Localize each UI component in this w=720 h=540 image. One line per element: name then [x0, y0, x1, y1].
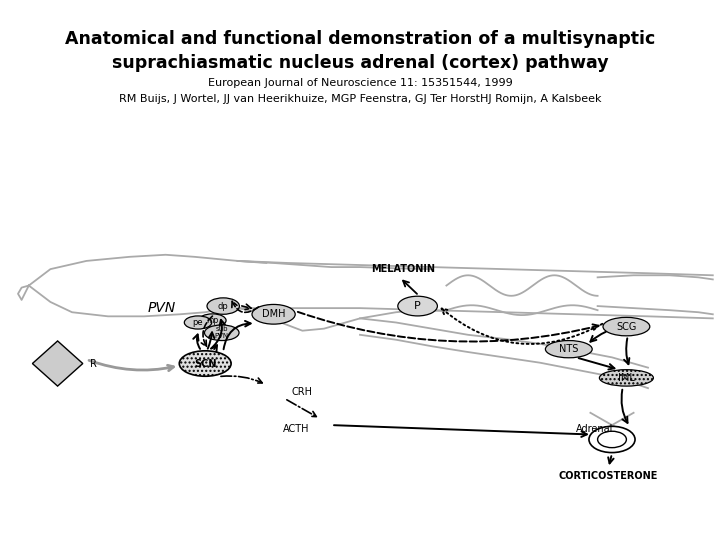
Text: CORTICOSTERONE: CORTICOSTERONE: [559, 471, 658, 481]
Text: sub
PVN: sub PVN: [215, 326, 229, 339]
Ellipse shape: [252, 305, 295, 324]
Ellipse shape: [546, 341, 593, 358]
Ellipse shape: [204, 325, 239, 341]
Polygon shape: [32, 341, 83, 386]
Ellipse shape: [603, 318, 649, 336]
Text: DMH: DMH: [262, 309, 285, 319]
Text: suprachiasmatic nucleus adrenal (cortex) pathway: suprachiasmatic nucleus adrenal (cortex)…: [112, 54, 608, 72]
Text: dp: dp: [218, 301, 228, 310]
Text: Adrenal: Adrenal: [576, 424, 613, 434]
Ellipse shape: [207, 298, 239, 314]
Text: ACTH: ACTH: [283, 424, 310, 434]
Text: RM Buijs, J Wortel, JJ van Heerikhuize, MGP Feenstra, GJ Ter Horst​HJ Romijn, A : RM Buijs, J Wortel, JJ van Heerikhuize, …: [119, 94, 601, 105]
Text: Anatomical and functional demonstration of a multisynaptic: Anatomical and functional demonstration …: [65, 30, 655, 48]
Text: R: R: [90, 359, 97, 368]
Text: mp: mp: [206, 316, 219, 325]
Text: IML: IML: [618, 373, 635, 383]
Text: CRH: CRH: [292, 387, 312, 397]
Text: European Journal of Neuroscience 11: 15351544, 1999: European Journal of Neuroscience 11: 153…: [207, 78, 513, 89]
Text: P: P: [414, 301, 421, 311]
Text: pe: pe: [193, 318, 203, 327]
Text: MELATONIN: MELATONIN: [372, 264, 435, 274]
Text: NTS: NTS: [559, 344, 578, 354]
Ellipse shape: [184, 316, 212, 329]
Circle shape: [598, 431, 626, 448]
Ellipse shape: [599, 370, 654, 386]
Text: PVN: PVN: [148, 301, 176, 315]
Ellipse shape: [397, 296, 438, 316]
Ellipse shape: [199, 314, 226, 327]
Text: SCG: SCG: [616, 322, 636, 332]
Ellipse shape: [179, 351, 231, 376]
Circle shape: [589, 426, 635, 453]
Text: SCN: SCN: [194, 359, 217, 368]
